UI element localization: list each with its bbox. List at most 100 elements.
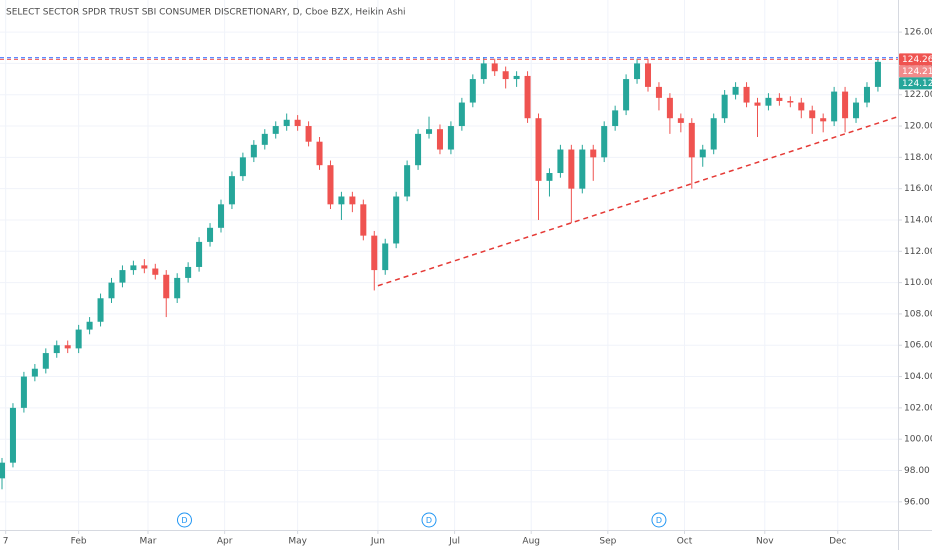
candle-body	[305, 126, 312, 142]
candle-body	[393, 196, 400, 244]
y-tick-label: 114.00	[904, 215, 932, 225]
candle-body	[163, 274, 170, 299]
candle-body	[404, 165, 411, 197]
x-tick-label: Dec	[829, 537, 846, 547]
x-tick-label: Oct	[677, 537, 693, 547]
candle-body	[349, 196, 356, 205]
candle-body	[207, 227, 214, 242]
candle-body	[415, 133, 422, 166]
candle-body	[765, 97, 772, 106]
candle-body	[754, 102, 761, 106]
candle-body	[874, 61, 881, 87]
price-label-box	[899, 53, 932, 66]
y-tick-label: 106.00	[904, 341, 932, 351]
candle-body	[196, 241, 203, 267]
x-tick-label: 7	[3, 537, 9, 547]
candle-body	[623, 79, 630, 111]
candle-body	[64, 345, 71, 349]
candle-body	[338, 196, 345, 205]
y-tick-label: 108.00	[904, 309, 932, 319]
x-tick-label: Jul	[448, 537, 460, 547]
candle-body	[458, 102, 465, 127]
event-label: D	[181, 516, 187, 525]
y-tick-label: 110.00	[904, 278, 932, 288]
candle-body	[842, 91, 849, 119]
candle-body	[732, 86, 739, 95]
candle-body	[108, 282, 115, 299]
candle-body	[568, 149, 575, 189]
chart-title: SELECT SECTOR SPDR TRUST SBI CONSUMER DI…	[6, 8, 406, 18]
x-tick-label: May	[288, 537, 307, 547]
candle-body	[699, 149, 706, 158]
candle-body	[820, 118, 827, 122]
candle-body	[513, 75, 520, 80]
candle-body	[20, 376, 27, 408]
candle-body	[174, 277, 181, 299]
y-tick-label: 100.00	[904, 435, 932, 445]
candle-body	[743, 86, 750, 103]
candle-body	[612, 110, 619, 127]
x-tick-label: Feb	[71, 537, 87, 547]
candle-body	[261, 133, 268, 145]
x-tick-label: Apr	[217, 537, 233, 547]
y-tick-label: 112.00	[904, 247, 932, 257]
candle-body	[710, 118, 717, 150]
candle-body	[185, 266, 192, 278]
candle-body	[491, 63, 498, 72]
candle-body	[787, 100, 794, 103]
candle-body	[644, 63, 652, 87]
candle-body	[853, 102, 860, 119]
candle-body	[382, 243, 389, 271]
candle-body	[447, 126, 454, 150]
y-tick-label: 122.00	[904, 90, 932, 100]
event-marker	[651, 512, 667, 528]
x-tick-label: Mar	[140, 537, 157, 547]
candle-body	[9, 407, 16, 463]
candle-body	[250, 144, 257, 158]
candle-body	[86, 321, 93, 330]
candle-body	[97, 298, 104, 322]
x-tick-label: Sep	[599, 537, 616, 547]
y-tick-label: 118.00	[904, 153, 932, 163]
candle-body	[272, 126, 279, 134]
price-label-box	[899, 77, 932, 90]
candle-body	[863, 86, 870, 103]
candle-body	[579, 149, 586, 189]
y-tick-label: 96.00	[904, 497, 930, 507]
candle-body	[294, 119, 301, 127]
candle-body	[655, 86, 662, 98]
event-marker	[421, 512, 437, 528]
y-tick-label: 102.00	[904, 403, 932, 413]
candle-body	[53, 345, 60, 354]
x-tick-label: Aug	[522, 537, 540, 547]
candle-body	[666, 97, 673, 119]
y-tick-label: 104.00	[904, 372, 932, 382]
candle-body	[360, 204, 367, 236]
candle-body	[371, 235, 378, 271]
candle-body	[130, 265, 137, 271]
price-label: 124.12	[902, 79, 932, 89]
candle-body	[239, 157, 246, 177]
y-tick-label: 120.00	[904, 122, 932, 132]
candle-body	[590, 149, 597, 158]
candle-body	[217, 204, 224, 228]
candle-body	[436, 129, 443, 150]
price-label-box	[899, 65, 932, 78]
x-tick-label: Jun	[370, 537, 385, 547]
candle-body	[141, 265, 148, 269]
candle-body	[535, 118, 542, 181]
candle-body	[524, 75, 531, 119]
candle-body	[809, 110, 816, 119]
candle-body	[546, 173, 553, 181]
price-label: 124.21	[902, 67, 932, 77]
candle-body	[42, 353, 49, 369]
candle-body	[316, 141, 323, 166]
price-label: 124.26	[902, 55, 932, 65]
plot	[0, 57, 881, 490]
candle-body	[502, 71, 509, 80]
candle-body	[283, 119, 290, 127]
trend-line	[377, 115, 899, 287]
candle-body	[677, 118, 684, 123]
